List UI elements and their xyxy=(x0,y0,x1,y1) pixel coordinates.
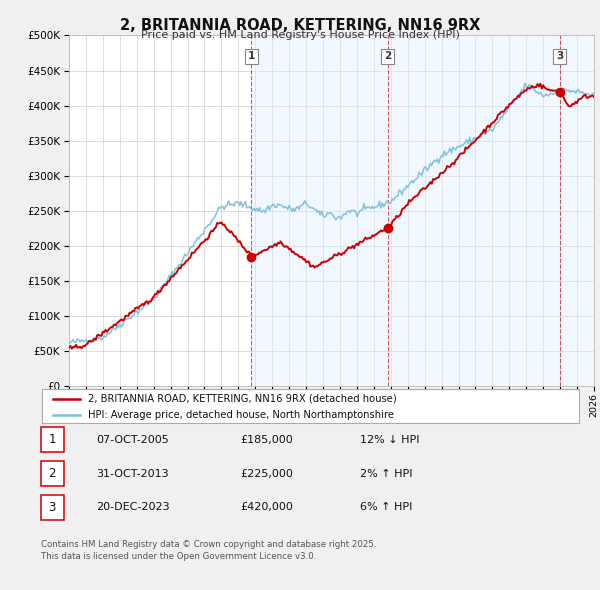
Text: 6% ↑ HPI: 6% ↑ HPI xyxy=(360,503,412,512)
Text: 2: 2 xyxy=(384,51,392,61)
Text: Contains HM Land Registry data © Crown copyright and database right 2025.
This d: Contains HM Land Registry data © Crown c… xyxy=(41,540,376,560)
Text: 31-OCT-2013: 31-OCT-2013 xyxy=(96,469,169,478)
Text: HPI: Average price, detached house, North Northamptonshire: HPI: Average price, detached house, Nort… xyxy=(88,409,394,419)
Text: 1: 1 xyxy=(49,433,56,446)
Text: £420,000: £420,000 xyxy=(240,503,293,512)
Text: 20-DEC-2023: 20-DEC-2023 xyxy=(96,503,170,512)
Text: 2, BRITANNIA ROAD, KETTERING, NN16 9RX: 2, BRITANNIA ROAD, KETTERING, NN16 9RX xyxy=(120,18,480,32)
Text: 2% ↑ HPI: 2% ↑ HPI xyxy=(360,469,413,478)
Bar xyxy=(560,35,594,386)
Bar xyxy=(388,35,560,386)
Text: 07-OCT-2005: 07-OCT-2005 xyxy=(96,435,169,444)
Text: £225,000: £225,000 xyxy=(240,469,293,478)
Text: 3: 3 xyxy=(556,51,563,61)
Text: 1: 1 xyxy=(248,51,255,61)
Text: £185,000: £185,000 xyxy=(240,435,293,444)
Text: 2: 2 xyxy=(49,467,56,480)
Text: Price paid vs. HM Land Registry's House Price Index (HPI): Price paid vs. HM Land Registry's House … xyxy=(140,30,460,40)
Text: 2, BRITANNIA ROAD, KETTERING, NN16 9RX (detached house): 2, BRITANNIA ROAD, KETTERING, NN16 9RX (… xyxy=(88,394,397,404)
Text: 3: 3 xyxy=(49,501,56,514)
Bar xyxy=(251,35,388,386)
Text: 12% ↓ HPI: 12% ↓ HPI xyxy=(360,435,419,444)
